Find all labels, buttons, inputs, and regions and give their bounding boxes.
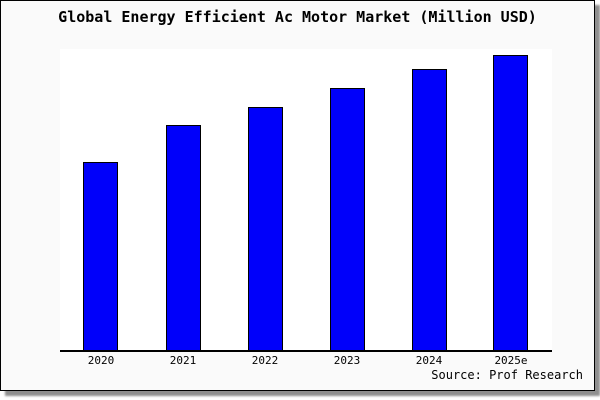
source-text: Source: Prof Research bbox=[431, 368, 583, 382]
bar bbox=[165, 125, 201, 350]
plot-area bbox=[60, 49, 552, 352]
x-tick-label: 2022 bbox=[251, 354, 279, 367]
chart-frame: Global Energy Efficient Ac Motor Market … bbox=[0, 0, 595, 391]
bar bbox=[247, 106, 283, 350]
bar bbox=[329, 87, 365, 350]
x-tick-label: 2025e bbox=[494, 354, 528, 367]
x-tick-label: 2024 bbox=[415, 354, 443, 367]
x-tick-label: 2023 bbox=[333, 354, 361, 367]
bar bbox=[83, 162, 119, 350]
x-axis-labels: 2020 2021 2022 2023 2024 2025e bbox=[60, 354, 552, 369]
bars-container bbox=[60, 49, 552, 350]
bar bbox=[493, 54, 529, 350]
bar bbox=[411, 69, 447, 350]
x-tick-label: 2020 bbox=[87, 354, 115, 367]
x-tick-label: 2021 bbox=[169, 354, 197, 367]
chart-title: Global Energy Efficient Ac Motor Market … bbox=[58, 8, 537, 26]
